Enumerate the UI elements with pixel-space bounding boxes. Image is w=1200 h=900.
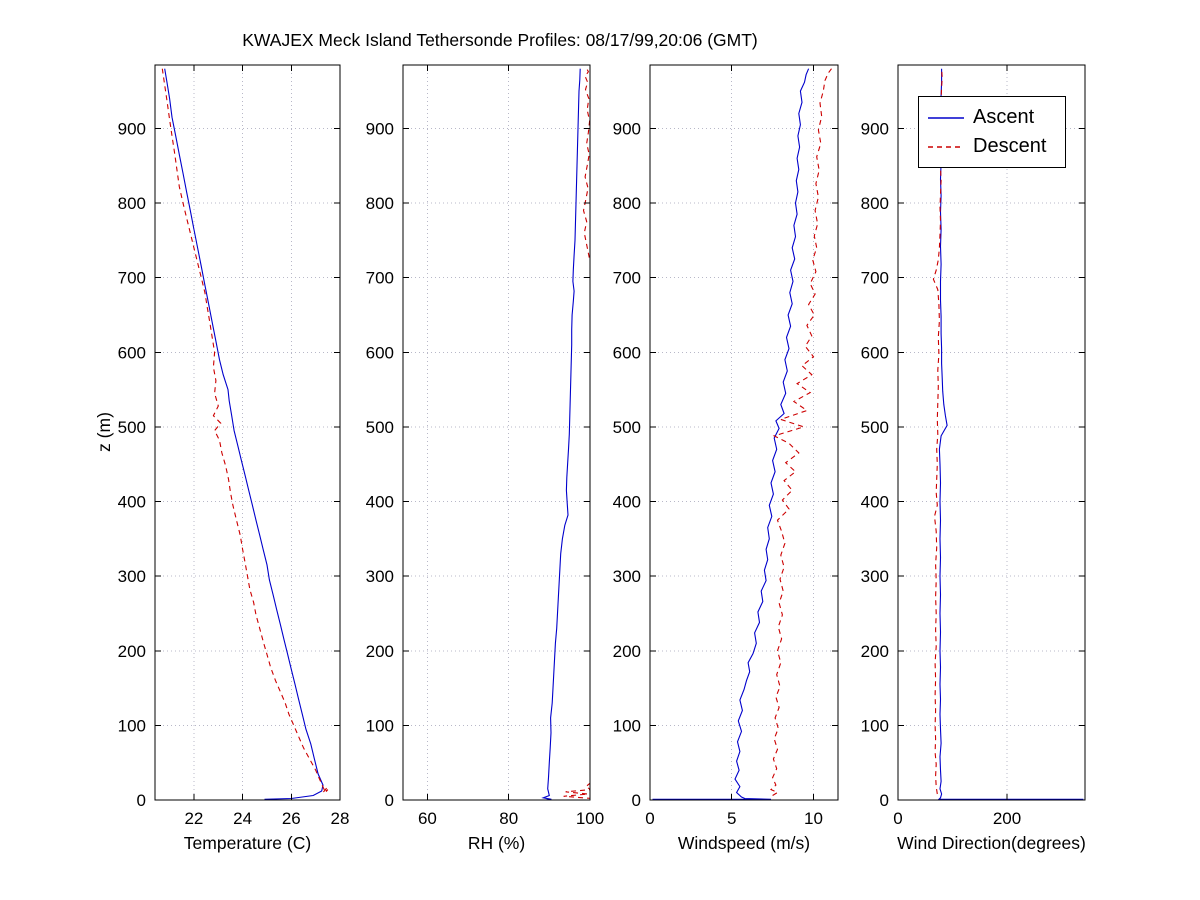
axes-box: [897, 64, 1086, 801]
x-axis-label-wind-direction: Wind Direction(degrees): [897, 833, 1086, 853]
y-tick-label: 500: [861, 418, 889, 437]
x-tick-label: 24: [233, 809, 252, 828]
x-axis-label-windspeed: Windspeed (m/s): [678, 833, 810, 853]
series-ascent-temperature: [164, 68, 324, 800]
legend-entry-ascent: Ascent: [927, 103, 1065, 132]
y-tick-label: 600: [366, 343, 394, 362]
y-tick-label: 300: [118, 567, 146, 586]
axes-box: [649, 64, 839, 801]
x-tick-label: 0: [645, 809, 654, 828]
axes-box: [402, 64, 591, 801]
y-tick-label: 300: [613, 567, 641, 586]
series-descent-rh: [563, 68, 590, 799]
y-tick-label: 300: [861, 567, 889, 586]
panel-wind-direction: 0 200 0 100 200 300 400 500 600 700 800 900 Wind Dir…: [861, 64, 1086, 853]
y-tick-label: 700: [118, 269, 146, 288]
y-tick-label: 0: [137, 791, 146, 810]
y-axis-label: z (m): [94, 412, 114, 452]
x-tick-label: 22: [184, 809, 203, 828]
series-ascent-windspeed: [652, 68, 810, 800]
y-tick-label: 800: [861, 194, 889, 213]
series-ascent-wind-direction: [937, 68, 1084, 800]
y-tick-label: 200: [861, 642, 889, 661]
y-tick-label: 400: [613, 493, 641, 512]
x-axis-label-rh: RH (%): [468, 833, 525, 853]
y-tick-label: 600: [613, 343, 641, 362]
y-tick-label: 900: [861, 119, 889, 138]
legend-label-ascent: Ascent: [973, 106, 1035, 128]
y-tick-label: 600: [118, 343, 146, 362]
series-descent-temperature: [161, 68, 329, 794]
x-tick-label: 5: [727, 809, 736, 828]
y-tick-label: 600: [861, 343, 889, 362]
y-tick-label: 200: [118, 642, 146, 661]
y-tick-label: 900: [613, 119, 641, 138]
x-tick-label: 10: [804, 809, 823, 828]
y-tick-label: 300: [366, 567, 394, 586]
x-tick-label: 26: [282, 809, 301, 828]
x-tick-label: 100: [576, 809, 604, 828]
x-axis-label-temperature: Temperature (C): [184, 833, 311, 853]
y-tick-label: 0: [632, 791, 641, 810]
y-tick-label: 500: [366, 418, 394, 437]
legend-entry-descent: Descent: [927, 132, 1065, 161]
y-tick-label: 400: [861, 493, 889, 512]
y-tick-label: 700: [861, 269, 889, 288]
x-tick-label: 80: [499, 809, 518, 828]
series-descent-wind-direction: [932, 68, 943, 795]
figure-title: KWAJEX Meck Island Tethersonde Profiles:…: [242, 30, 758, 50]
y-tick-label: 500: [118, 418, 146, 437]
x-tick-label: 60: [418, 809, 437, 828]
y-tick-label: 800: [613, 194, 641, 213]
y-tick-label: 0: [385, 791, 394, 810]
ascent-line-sample: [928, 116, 964, 119]
x-tick-label: 28: [331, 809, 350, 828]
series-ascent-rh: [541, 68, 581, 800]
legend: Ascent Descent: [918, 96, 1066, 168]
x-tick-label: 200: [993, 809, 1021, 828]
y-tick-label: 0: [880, 791, 889, 810]
panel-temperature: 22 24 26 28 0 100 200 300 400 500 600 700 800 900 Temp…: [118, 64, 350, 853]
y-tick-label: 400: [366, 493, 394, 512]
y-tick-label: 700: [366, 269, 394, 288]
y-tick-label: 100: [366, 716, 394, 735]
y-tick-label: 200: [613, 642, 641, 661]
descent-line-sample: [928, 145, 964, 148]
axes-box: [154, 64, 341, 801]
y-tick-label: 400: [118, 493, 146, 512]
y-tick-label: 800: [366, 194, 394, 213]
y-tick-label: 100: [613, 716, 641, 735]
legend-label-descent: Descent: [973, 135, 1047, 157]
y-tick-label: 900: [118, 119, 146, 138]
y-tick-label: 800: [118, 194, 146, 213]
y-tick-label: 100: [861, 716, 889, 735]
panel-windspeed: 0 5 100100200300400500600700800900Windspee…: [613, 64, 839, 853]
y-tick-label: 100: [118, 716, 146, 735]
panel-rh: 60 80 100 0 100 200 300 400 500 600 700 800 900 RH (%…: [366, 64, 604, 853]
y-tick-label: 700: [613, 269, 641, 288]
series-descent-windspeed: [770, 68, 832, 796]
x-tick-label: 0: [893, 809, 902, 828]
y-tick-label: 200: [366, 642, 394, 661]
y-tick-label: 900: [366, 119, 394, 138]
y-tick-label: 500: [613, 418, 641, 437]
